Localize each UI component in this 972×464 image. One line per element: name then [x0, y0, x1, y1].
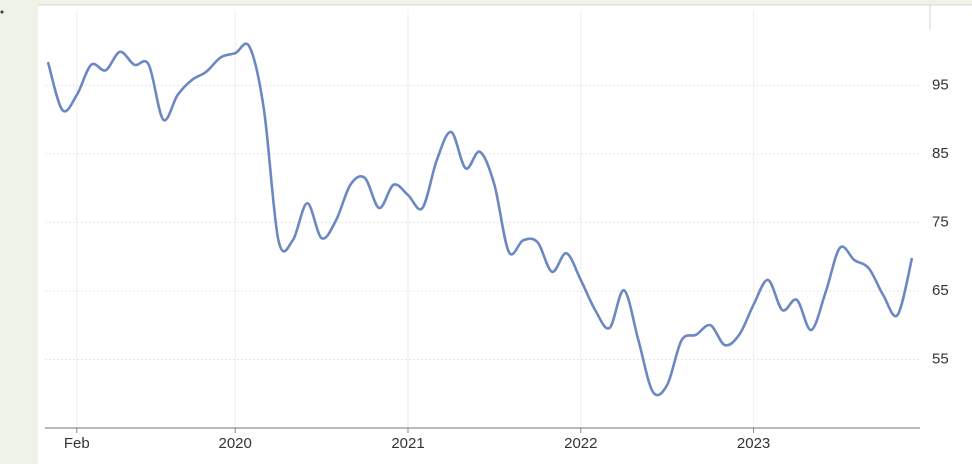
data-line [46, 42, 914, 397]
x-tick-label: 2020 [219, 435, 252, 452]
x-tick-label: 2023 [737, 435, 770, 452]
x-tick-label: Feb [64, 435, 90, 452]
y-tick-label: 95 [932, 76, 949, 93]
y-tick-label: 75 [932, 213, 949, 230]
dot [0, 10, 4, 14]
y-tick-label: 55 [932, 350, 949, 367]
y-tick-label: 85 [932, 145, 949, 162]
x-tick-label: 2021 [391, 435, 424, 452]
y-tick-label: 65 [932, 282, 949, 299]
x-tick-label: 2022 [564, 435, 597, 452]
